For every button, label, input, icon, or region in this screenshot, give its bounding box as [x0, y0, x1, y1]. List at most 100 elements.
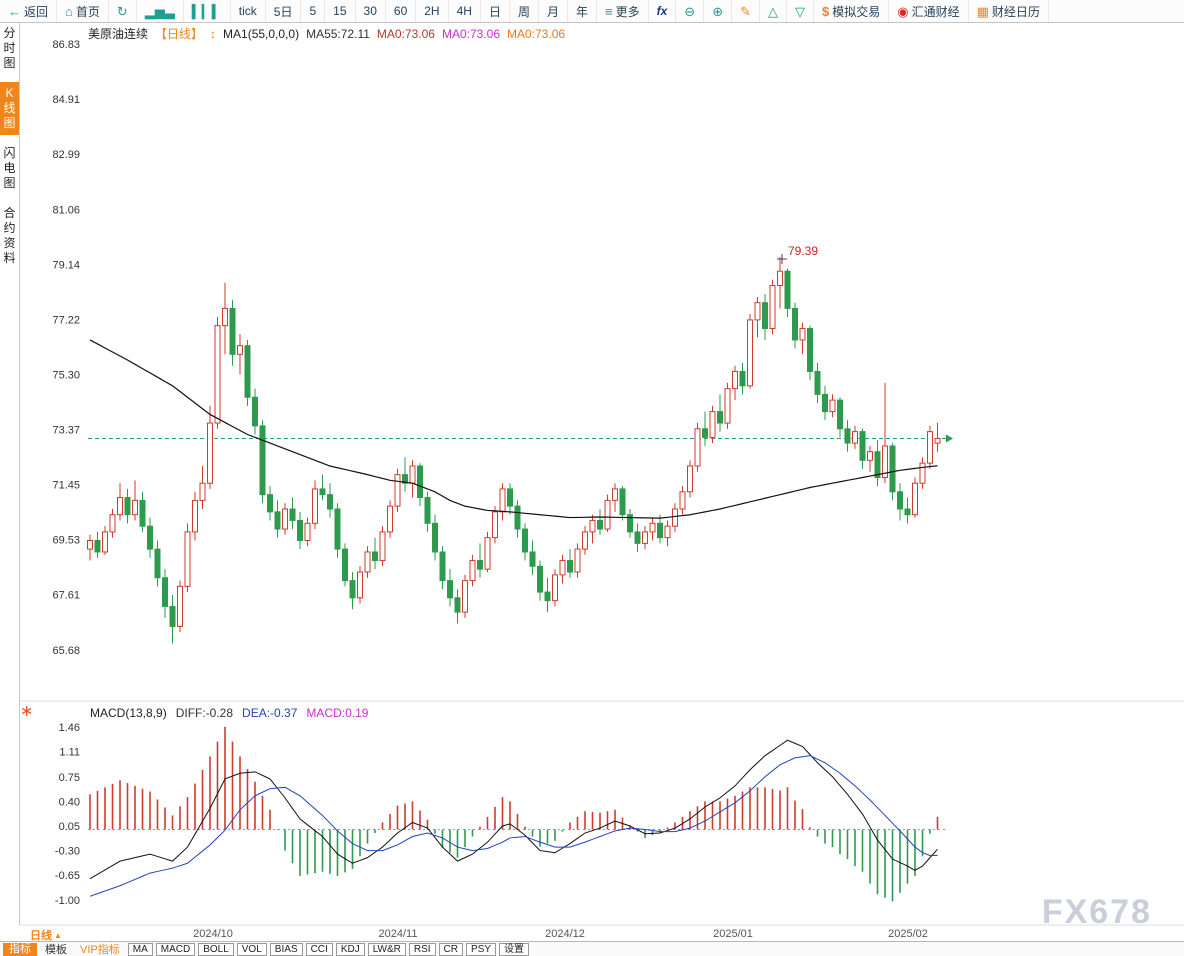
candle-body — [897, 491, 903, 510]
candle-body — [364, 551, 371, 573]
indicator-tab-BOLL[interactable]: BOLL — [198, 942, 234, 956]
toolbar-period-5-label: 5 — [309, 4, 317, 18]
indicator-tab-VIP指标[interactable]: VIP指标 — [80, 944, 120, 956]
x-axis-label: 2025/02 — [888, 928, 928, 940]
ma55-line — [89, 339, 938, 519]
refresh-icon: ↻ — [116, 3, 128, 19]
candle-body — [514, 505, 521, 530]
indicator-tab-MA[interactable]: MA — [127, 942, 153, 956]
toolbar-fx-label: fx — [656, 4, 668, 18]
toolbar-period-60-button[interactable]: 60 — [386, 0, 417, 22]
toolbar-period-30-button[interactable]: 30 — [356, 0, 386, 22]
candle-body — [312, 488, 318, 524]
indicator-tab-MACD[interactable]: MACD — [155, 942, 196, 956]
indicator-tab-VOL[interactable]: VOL — [236, 942, 267, 956]
candle-body — [852, 431, 858, 444]
toolbar-fx678-news-button[interactable]: ◉ 汇通财经 — [889, 0, 969, 22]
candle-body — [162, 577, 168, 607]
toolbar-period-5-button[interactable]: 5 — [301, 0, 326, 22]
candle-body — [777, 270, 783, 287]
period-selector-label: 日线 — [30, 930, 52, 942]
toolbar-period-5d-button[interactable]: 5日 — [266, 0, 302, 22]
toolbar-chart-style-bars-button[interactable]: ▂▅▃ — [137, 0, 184, 22]
updown-arrows-icon[interactable]: ↕ — [210, 26, 217, 41]
toolbar-period-day-button[interactable]: 4H — [449, 0, 481, 22]
candle-body — [582, 531, 588, 550]
toolbar-sim-trading-label: 模拟交易 — [832, 4, 881, 19]
zoom-out-icon: ⊖ — [684, 3, 696, 19]
toolbar-zoom-out-button[interactable]: ⊖ — [676, 0, 705, 22]
toolbar-refresh-button[interactable]: ↻ — [109, 0, 137, 22]
toolbar-econ-calendar-button[interactable]: ▦ 财经日历 — [969, 0, 1049, 22]
toolbar-period-week-label: 周 — [517, 4, 530, 19]
toolbar-tick-button[interactable]: tick — [231, 0, 266, 22]
toolbar-flag-down-button[interactable]: ▽ — [787, 0, 814, 22]
candle-body — [357, 571, 363, 599]
toolbar-period-2h-button[interactable]: 2H — [416, 0, 449, 22]
candle-body — [274, 511, 281, 530]
indicator-tab-KDJ[interactable]: KDJ — [335, 942, 365, 956]
toolbar-period-60-label: 60 — [393, 4, 408, 18]
candle-body — [552, 574, 558, 602]
indicator-tab-模板[interactable]: 模板 — [45, 944, 67, 956]
candle-body — [754, 302, 761, 321]
toolbar-fx-button[interactable]: fx — [649, 0, 677, 22]
sidebar-item-闪电图[interactable]: 闪电图 — [3, 146, 16, 190]
candle-body — [259, 425, 266, 496]
candle-body — [769, 285, 776, 329]
toolbar-chart-style-sticks-button[interactable]: ▍▎▍ — [184, 0, 231, 22]
toolbar-tick-label: tick — [238, 4, 257, 18]
candle-body — [154, 548, 161, 579]
sidebar-item-合约资料[interactable]: 合约资料 — [3, 206, 16, 265]
toolbar-home-label: 首页 — [75, 4, 100, 19]
candle-body — [814, 370, 821, 395]
period-tag: 【日线】 — [155, 27, 204, 41]
indicator-tab-CCI[interactable]: CCI — [305, 942, 333, 956]
indicator-settings-icon[interactable]: ∗ — [20, 703, 34, 720]
indicator-tab-RSI[interactable]: RSI — [408, 942, 436, 956]
indicator-tab-指标[interactable]: 指标 — [3, 942, 37, 956]
toolbar-more-button[interactable]: ≡ 更多 — [597, 0, 649, 22]
macd-hist-value: MACD:0.19 — [306, 706, 369, 720]
indicator-tab-CR[interactable]: CR — [438, 942, 463, 956]
toolbar-draw-button[interactable]: ✎ — [732, 0, 760, 22]
toolbar-flag-up-button[interactable]: △ — [760, 0, 787, 22]
toolbar-period-d-button[interactable]: 日 — [481, 0, 510, 22]
candle-body — [927, 431, 933, 464]
zoom-in-icon: ⊕ — [712, 3, 724, 19]
indicator-tab-LW&R[interactable]: LW&R — [367, 942, 406, 956]
indicator-tab-BIAS[interactable]: BIAS — [269, 942, 303, 956]
toolbar-zoom-in-button[interactable]: ⊕ — [704, 0, 733, 22]
toolbar-home-button[interactable]: ⌂ 首页 — [57, 0, 109, 22]
toolbar-back-button[interactable]: ← 返回 — [0, 0, 58, 22]
macd-dea-line — [89, 755, 938, 897]
candle-body — [687, 465, 693, 493]
candle-body — [484, 537, 491, 570]
toolbar-period-d-label: 日 — [488, 4, 501, 19]
candle-body — [304, 522, 311, 542]
candle-body — [439, 551, 446, 582]
toolbar-period-week-button[interactable]: 周 — [510, 0, 539, 22]
sidebar-item-分时图[interactable]: 分时图 — [3, 26, 16, 70]
candle-body — [402, 474, 408, 484]
econ-calendar-icon: ▦ — [976, 3, 989, 19]
candle-body — [642, 531, 648, 544]
candle-body — [469, 560, 476, 582]
indicator-tab-PSY[interactable]: PSY — [466, 942, 497, 956]
toolbar-period-month-button[interactable]: 月 — [539, 0, 568, 22]
candle-body — [672, 508, 678, 527]
sidebar-item-K线图[interactable]: K线图 — [0, 82, 19, 135]
candle-body — [544, 591, 551, 602]
indicator-tab-设置[interactable]: 设置 — [499, 942, 530, 956]
candle-body — [124, 497, 131, 516]
toolbar-sim-trading-button[interactable]: $ 模拟交易 — [814, 0, 890, 22]
macd-diff-value: DIFF:-0.28 — [175, 706, 234, 720]
toolbar-period-15-button[interactable]: 15 — [325, 0, 356, 22]
candle-body — [799, 327, 806, 341]
macd-tick-label: 0.40 — [59, 796, 80, 808]
toolbar-period-year-button[interactable]: 年 — [568, 0, 597, 22]
period-selector[interactable]: 日线 ▲ — [30, 927, 62, 943]
candle-body — [409, 465, 416, 484]
